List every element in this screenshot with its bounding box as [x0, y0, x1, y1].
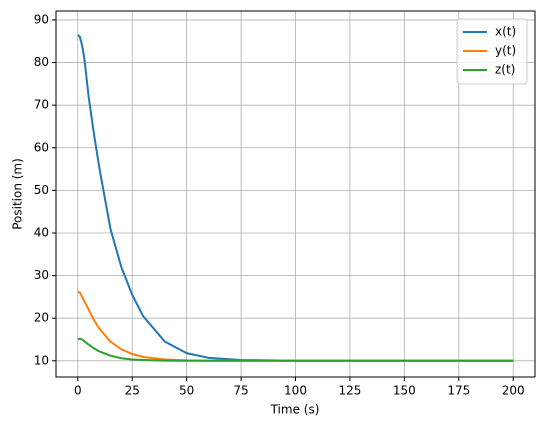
y-tick-label: 80 [34, 55, 49, 69]
y-tick-label: 90 [34, 12, 49, 26]
x-tick-label: 150 [393, 384, 416, 398]
y-tick-label: 30 [34, 268, 49, 282]
x-tick-label: 100 [284, 384, 307, 398]
x-axis-label: Time (s) [270, 403, 320, 417]
x-tick-label: 0 [74, 384, 82, 398]
y-tick-label: 60 [34, 140, 49, 154]
series-line [77, 337, 514, 362]
x-tick-label: 175 [447, 384, 470, 398]
y-tick-label: 40 [34, 225, 49, 239]
y-tick-label: 50 [34, 183, 49, 197]
x-tick-label: 75 [233, 384, 248, 398]
plot-frame [55, 10, 536, 378]
x-tick-label: 25 [125, 384, 140, 398]
legend-box [456, 18, 528, 85]
legend-label: z(t) [495, 63, 515, 77]
legend-label: y(t) [495, 44, 516, 58]
y-tick-label: 70 [34, 98, 49, 112]
legend-label: x(t) [495, 25, 516, 39]
y-axis-label: Position (m) [11, 158, 25, 230]
y-tick-label: 20 [34, 311, 49, 325]
x-tick-label: 200 [502, 384, 525, 398]
y-tick-label: 10 [34, 353, 49, 367]
x-tick-label: 50 [179, 384, 194, 398]
x-tick-label: 125 [338, 384, 361, 398]
